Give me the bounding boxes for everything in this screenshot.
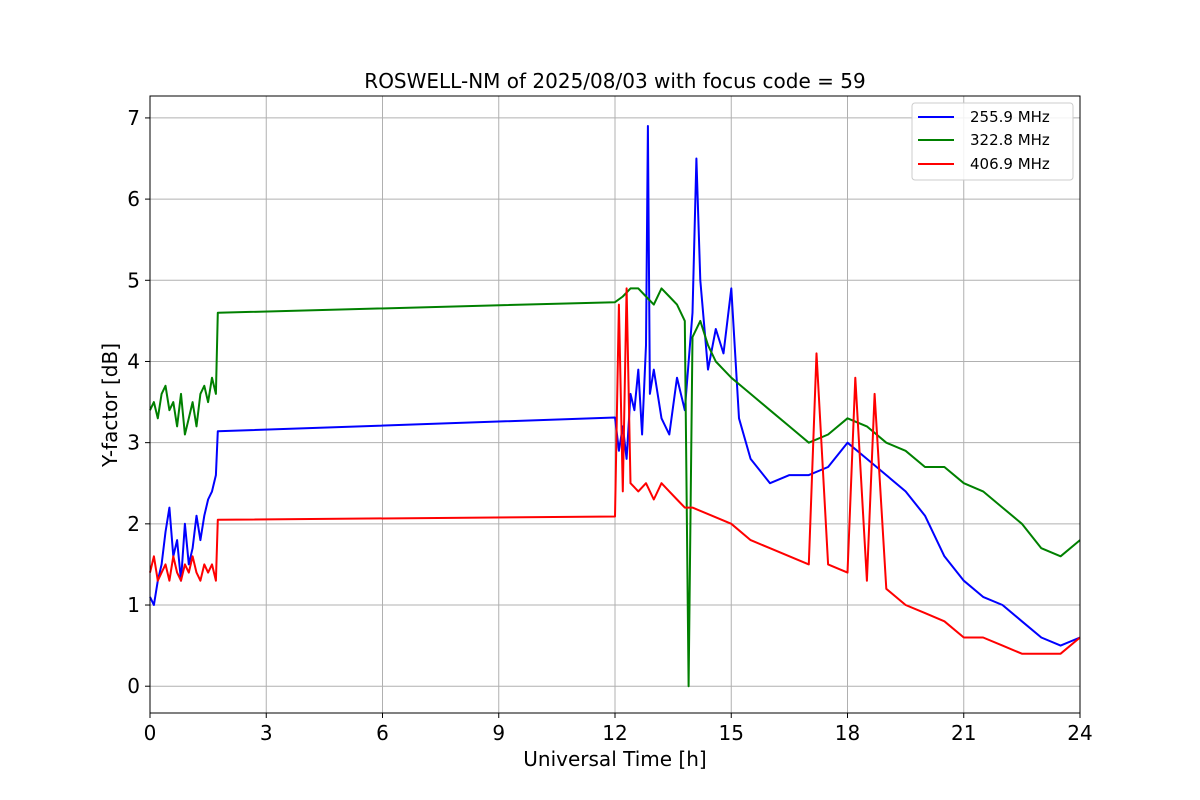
x-tick-label: 6 (376, 721, 389, 745)
x-tick-label: 9 (492, 721, 505, 745)
x-tick-label: 24 (1067, 721, 1092, 745)
x-tick-label: 12 (602, 721, 627, 745)
y-tick-label: 5 (127, 268, 140, 292)
x-tick-label: 21 (951, 721, 976, 745)
legend-label-1: 255.9 MHz (970, 108, 1050, 126)
x-tick-label: 0 (144, 721, 157, 745)
y-tick-label: 0 (127, 674, 140, 698)
x-tick-label: 15 (719, 721, 744, 745)
chart-title: ROSWELL-NM of 2025/08/03 with focus code… (364, 69, 865, 93)
y-axis-label: Y-factor [dB] (98, 343, 122, 468)
series-line-2 (149, 287, 1081, 688)
legend: 255.9 MHz 322.8 MHz 406.9 MHz (911, 102, 1074, 181)
y-tick-label: 2 (127, 512, 140, 536)
legend-label-2: 322.8 MHz (970, 131, 1050, 149)
series-layer (149, 125, 1081, 688)
x-tick-label: 3 (260, 721, 273, 745)
x-tick-label: 18 (835, 721, 860, 745)
y-tick-label: 7 (127, 106, 140, 130)
series-line-1 (149, 125, 1081, 647)
y-tick-label: 3 (127, 431, 140, 455)
y-tick-label: 4 (127, 349, 140, 373)
y-tick-label: 1 (127, 593, 140, 617)
y-tick-label: 6 (127, 187, 140, 211)
grid-layer (149, 96, 1081, 713)
x-axis-label: Universal Time [h] (523, 747, 706, 771)
legend-label-3: 406.9 MHz (970, 155, 1050, 173)
series-line-3 (149, 287, 1081, 655)
legend-frame (911, 102, 1074, 181)
